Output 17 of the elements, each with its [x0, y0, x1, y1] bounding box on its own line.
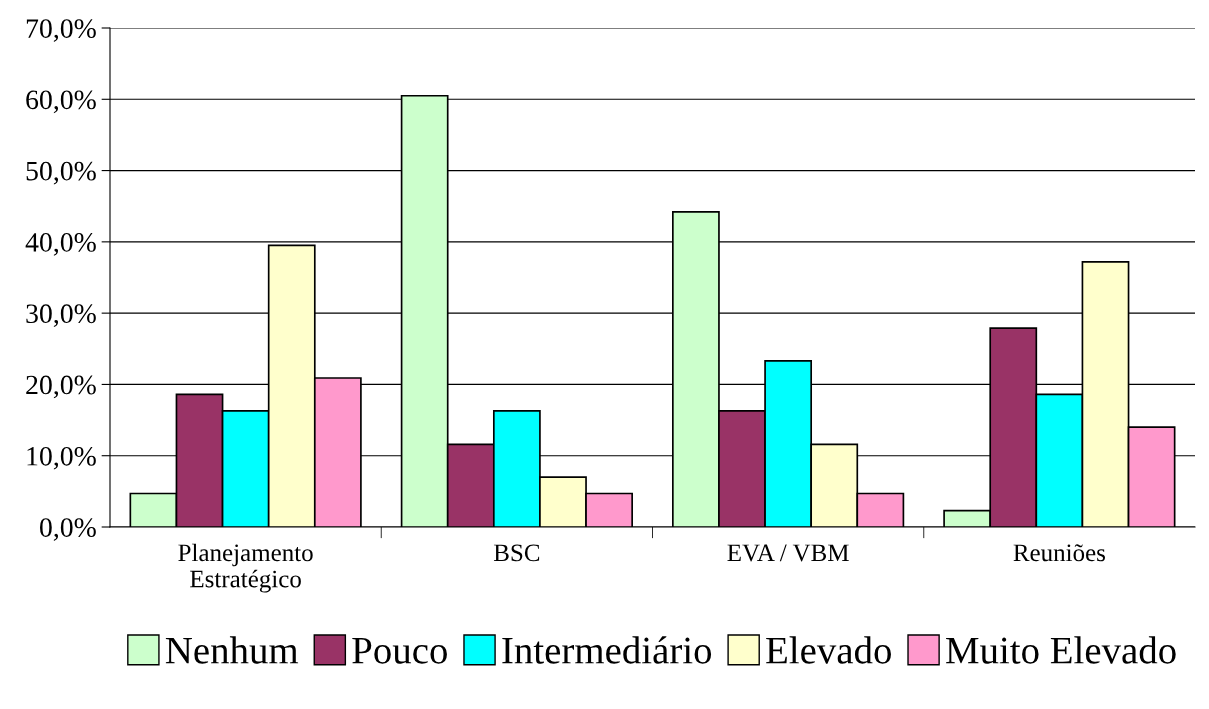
legend-label: Nenhum: [165, 636, 299, 664]
y-tick-label: 40,0%: [25, 233, 96, 256]
x-tick-label: BSC: [493, 544, 540, 562]
y-tick-label: 70,0%: [26, 19, 96, 42]
y-tick-label: 30,0%: [26, 304, 96, 328]
x-tick-label: Planejamento Estratégico: [178, 543, 313, 593]
x-tick-label: EVA / VBM: [727, 544, 849, 562]
legend-label: Elevado: [766, 636, 891, 664]
y-tick-label: 60,0%: [26, 90, 96, 114]
legend-label: Muito Elevado: [946, 636, 1176, 664]
legend-label: Pouco: [352, 637, 447, 664]
y-tick-label: 0,0%: [40, 518, 96, 541]
y-tick-label: 10,0%: [27, 446, 96, 470]
y-tick-label: 50,0%: [26, 161, 96, 185]
x-tick-label: Reuniões: [1013, 544, 1105, 562]
legend-label: Intermediário: [502, 636, 712, 664]
y-tick-label: 20,0%: [26, 375, 96, 399]
